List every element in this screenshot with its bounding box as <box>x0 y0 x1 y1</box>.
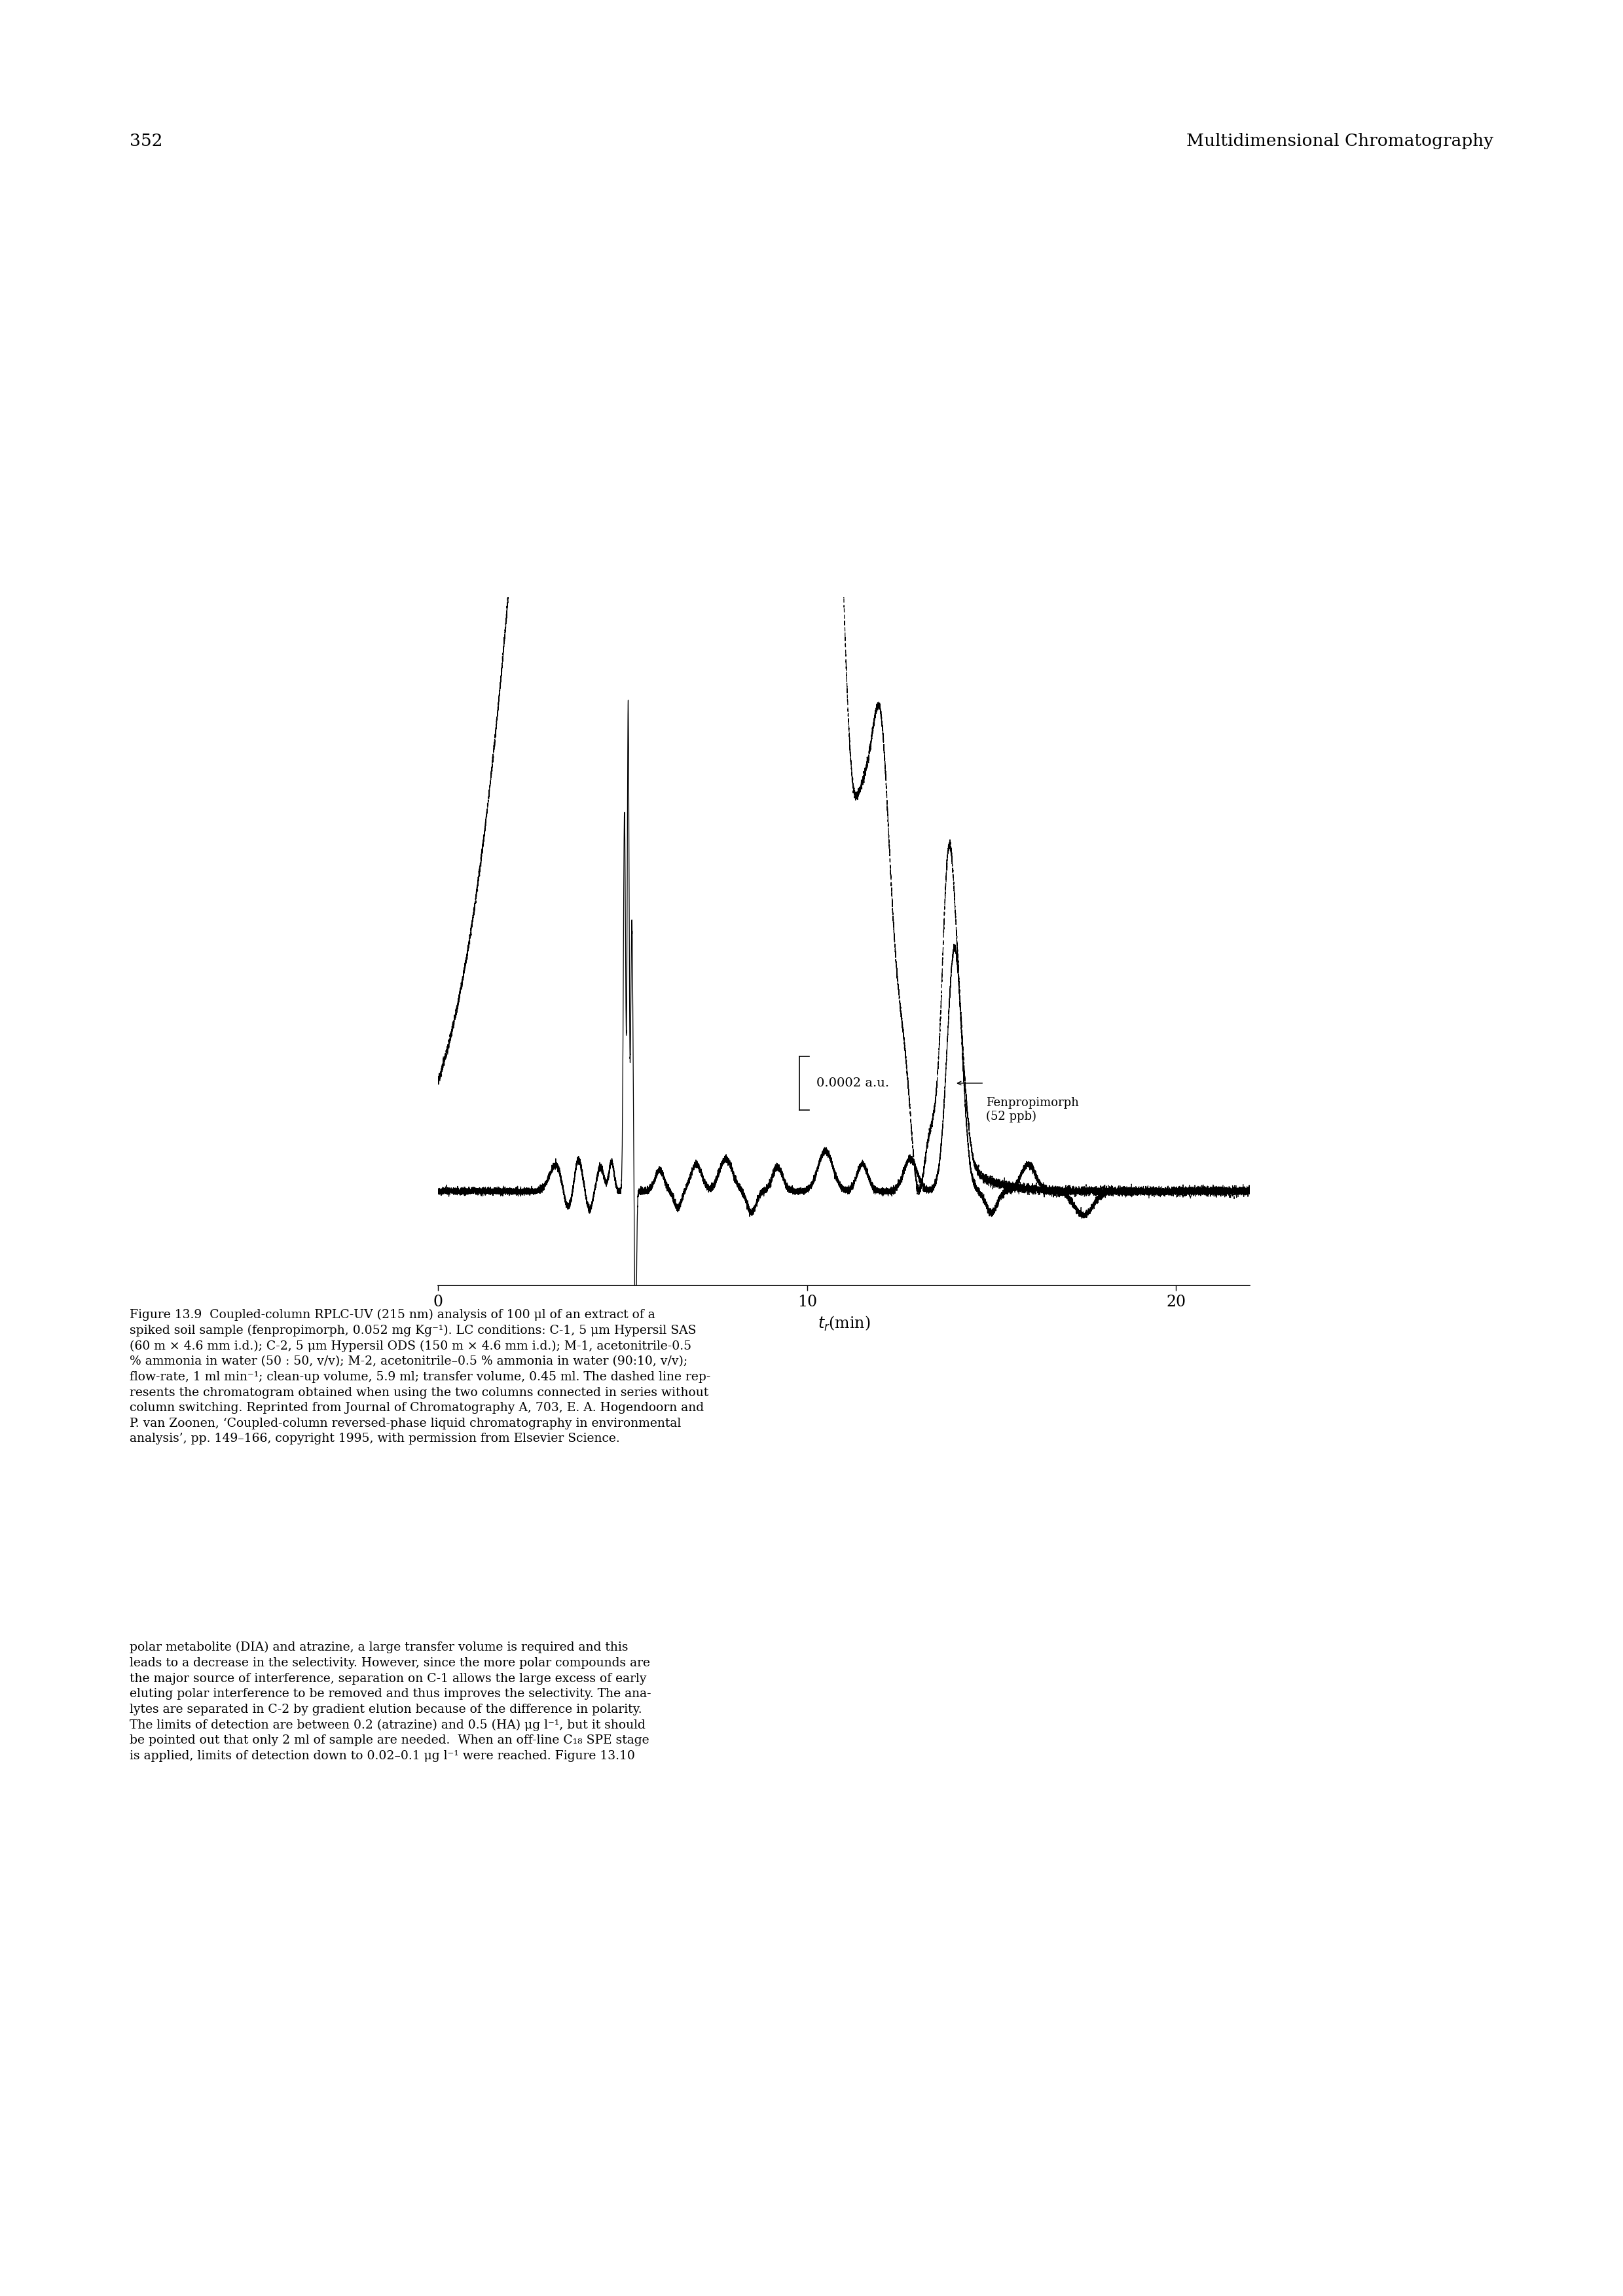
Text: Multidimensional Chromatography: Multidimensional Chromatography <box>1186 133 1493 149</box>
Text: polar metabolite (DIA) and atrazine, a large transfer volume is required and thi: polar metabolite (DIA) and atrazine, a l… <box>130 1642 651 1761</box>
Text: Figure 13.9  Coupled-column RPLC-UV (215 nm) analysis of 100 μl of an extract of: Figure 13.9 Coupled-column RPLC-UV (215 … <box>130 1309 711 1444</box>
X-axis label: $t_r$(min): $t_r$(min) <box>818 1316 870 1332</box>
Text: Fenpropimorph
(52 ppb): Fenpropimorph (52 ppb) <box>987 1097 1079 1123</box>
Text: 352: 352 <box>130 133 162 149</box>
Text: 0.0002 a.u.: 0.0002 a.u. <box>816 1077 889 1088</box>
